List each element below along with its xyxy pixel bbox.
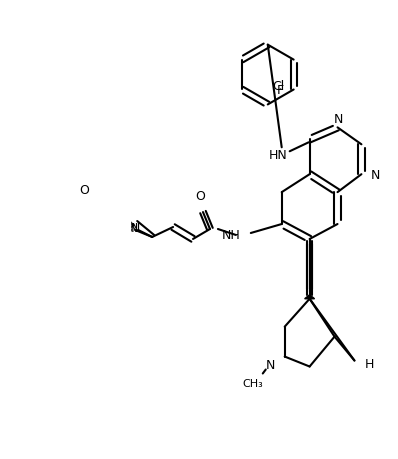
Text: F: F <box>277 84 284 97</box>
Text: NH: NH <box>222 229 241 242</box>
Text: CH₃: CH₃ <box>242 379 263 389</box>
Text: N: N <box>266 358 275 371</box>
Polygon shape <box>304 295 314 299</box>
Text: O: O <box>80 184 89 197</box>
Text: H: H <box>365 357 374 370</box>
Text: N: N <box>371 168 380 181</box>
Text: N: N <box>131 221 140 234</box>
Text: N: N <box>129 221 138 234</box>
Text: O: O <box>72 212 81 224</box>
Text: Cl: Cl <box>273 80 285 93</box>
Text: HN: HN <box>268 148 287 162</box>
Text: O: O <box>195 190 205 203</box>
Text: N: N <box>334 113 343 126</box>
